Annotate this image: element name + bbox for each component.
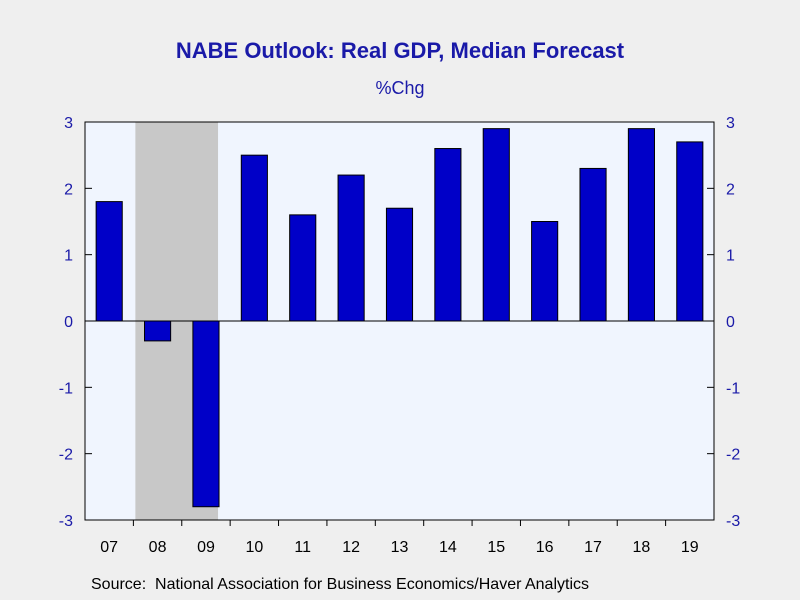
y-tick-label-right: 3 bbox=[726, 115, 735, 132]
y-tick-label-left: -1 bbox=[59, 380, 73, 397]
bar-16 bbox=[531, 221, 559, 322]
bar-10 bbox=[240, 154, 268, 322]
y-tick-label-right: 0 bbox=[726, 314, 735, 331]
x-tick-label-08: 08 bbox=[149, 539, 167, 556]
bar-15 bbox=[482, 128, 510, 322]
bar-09 bbox=[192, 320, 220, 508]
bars-layer bbox=[95, 128, 704, 508]
x-tick-label-14: 14 bbox=[439, 539, 457, 556]
y-tick-label-right: 2 bbox=[726, 181, 735, 198]
y-tick-label-right: -2 bbox=[726, 447, 740, 464]
x-tick-label-07: 07 bbox=[100, 539, 118, 556]
bar-18 bbox=[627, 128, 655, 322]
axes-layer: 3 32 21 10 0-1 -1-2 -2-3 -307 08 09 10 11 12 13 14 15 16… bbox=[59, 115, 741, 556]
x-tick-label-13: 13 bbox=[391, 539, 409, 556]
y-tick-label-left: 0 bbox=[64, 314, 73, 331]
x-tick-label-19: 19 bbox=[681, 539, 699, 556]
x-tick-label-11: 11 bbox=[294, 539, 311, 556]
y-tick-label-right: -1 bbox=[726, 380, 740, 397]
y-tick-label-left: 2 bbox=[64, 181, 73, 198]
x-tick-label-17: 17 bbox=[584, 539, 602, 556]
y-tick-label-left: -3 bbox=[59, 513, 73, 530]
bar-11 bbox=[289, 214, 317, 322]
chart-subtitle: %Chg bbox=[375, 78, 425, 98]
bar-08 bbox=[144, 320, 172, 342]
x-tick-label-10: 10 bbox=[245, 539, 263, 556]
y-tick-label-left: -2 bbox=[59, 447, 73, 464]
y-tick-label-right: -3 bbox=[726, 513, 740, 530]
y-tick-label-left: 1 bbox=[64, 248, 73, 265]
bar-13 bbox=[385, 207, 414, 322]
bar-17 bbox=[579, 167, 607, 322]
y-tick-label-left: 3 bbox=[64, 115, 73, 132]
x-tick-label-18: 18 bbox=[633, 539, 651, 556]
x-tick-label-09: 09 bbox=[197, 539, 215, 556]
x-tick-label-12: 12 bbox=[342, 539, 360, 556]
chart-title: NABE Outlook: Real GDP, Median Forecast bbox=[175, 38, 625, 63]
y-tick-label-right: 1 bbox=[726, 248, 735, 265]
x-tick-label-15: 15 bbox=[487, 539, 505, 556]
bar-19 bbox=[676, 141, 704, 322]
bar-12 bbox=[337, 174, 365, 322]
bar-07 bbox=[95, 201, 123, 322]
chart-source: Source: National Association for Busines… bbox=[91, 576, 590, 593]
x-tick-label-16: 16 bbox=[536, 539, 554, 556]
bar-14 bbox=[434, 148, 462, 322]
